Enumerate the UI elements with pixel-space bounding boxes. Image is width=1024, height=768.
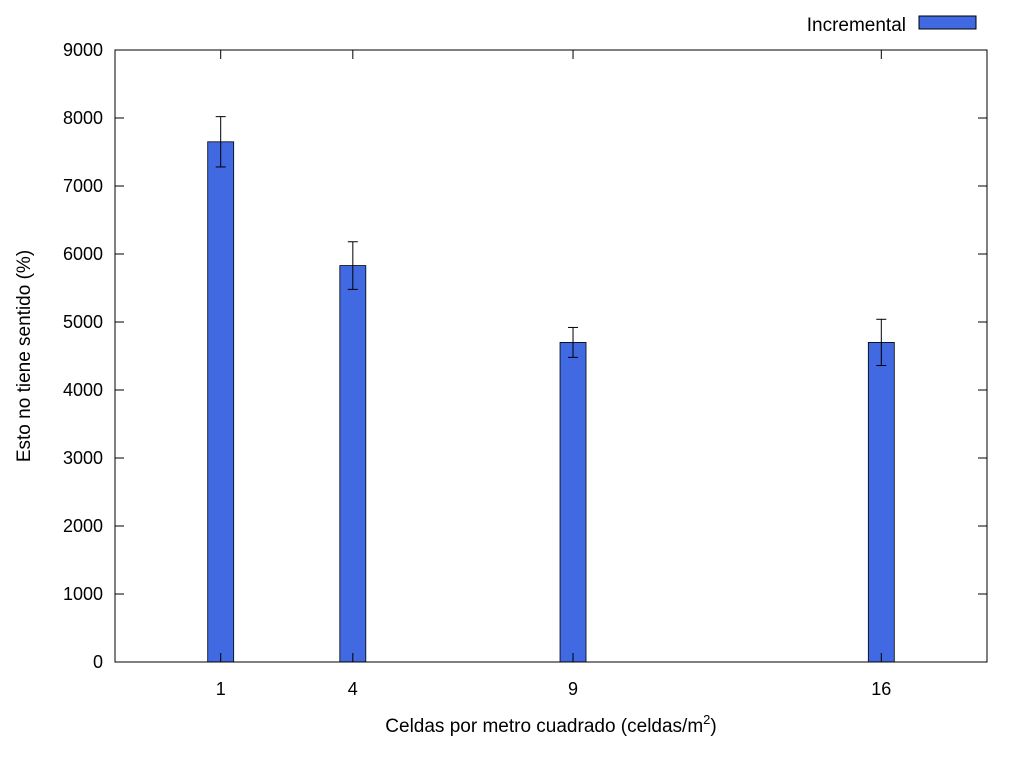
x-axis-title-main: Celdas por metro cuadrado (celdas/m [385,716,703,737]
x-axis-title: Celdas por metro cuadrado (celdas/m2) [385,712,716,737]
bar-9 [559,341,587,663]
y-tick-label: 2000 [63,516,103,536]
legend-label-incremental: Incremental [807,15,906,36]
y-tick-label: 4000 [63,380,103,400]
legend: Incremental [807,15,977,36]
x-tick-label: 16 [871,679,891,699]
bar-16 [867,341,895,663]
bars-layer [207,141,895,663]
plot-frame [114,49,988,663]
y-tick-label: 1000 [63,584,103,604]
y-tick-label: 8000 [63,108,103,128]
x-tick-label: 1 [216,679,226,699]
x-axis-title-suffix: ) [710,716,716,737]
x-axis: 1 4 9 16 [216,50,891,699]
error-bars-layer [215,116,887,367]
y-axis: 0 1000 2000 3000 4000 5000 6000 7000 8000 9000 [63,40,987,672]
y-tick-label: 7000 [63,176,103,196]
y-tick-label: 9000 [63,40,103,60]
y-tick-label: 3000 [63,448,103,468]
y-tick-label: 0 [93,652,103,672]
legend-swatch-incremental [918,15,977,30]
bar-1 [207,141,235,663]
y-tick-label: 6000 [63,244,103,264]
y-tick-label: 5000 [63,312,103,332]
y-axis-title: Esto no tiene sentido (%) [14,250,35,462]
x-tick-label: 4 [348,679,358,699]
x-axis-title-superscript: 2 [703,712,710,727]
bar-4 [339,265,367,663]
x-tick-label: 9 [568,679,578,699]
